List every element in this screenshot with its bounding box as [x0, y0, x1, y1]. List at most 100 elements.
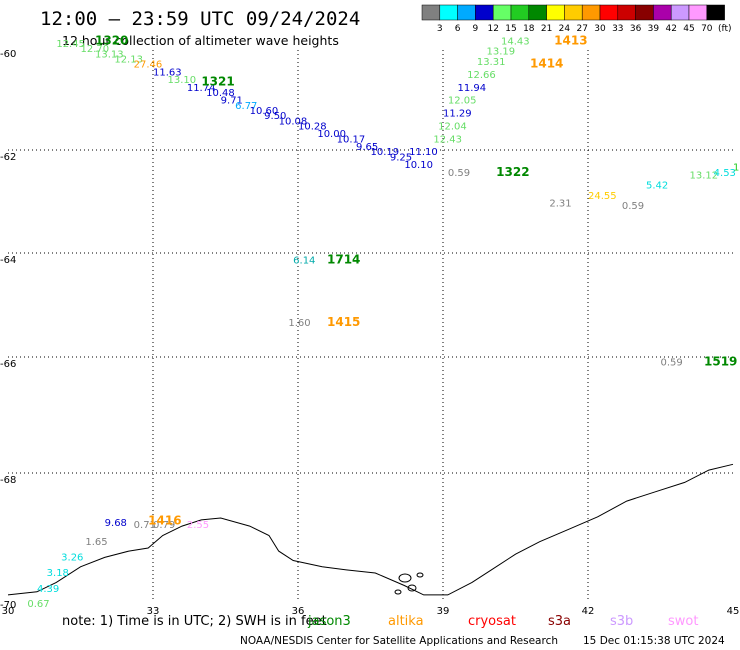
legend-unit: (ft)	[718, 24, 732, 34]
swh-value: 12.43	[433, 134, 462, 145]
swh-value: 0.71	[134, 520, 156, 531]
y-tick-label: -66	[0, 359, 16, 370]
legend-swatch	[635, 4, 654, 21]
pass-id-label: 1322	[496, 165, 529, 179]
credit-timestamp: 15 Dec 01:15:38 UTC 2024	[583, 635, 725, 647]
pass-id-label: 1519	[704, 355, 737, 369]
legend-swatch	[439, 4, 458, 21]
color-legend: 3 6 9 12 15 18 21 24 27 30 33 36 39 42 45 70 (ft)	[421, 4, 732, 34]
swh-value: 12.45	[56, 39, 85, 50]
y-tick-label: -64	[0, 255, 16, 266]
legend-swatch	[492, 4, 512, 21]
credit-org: NOAA/NESDIS Center for Satellite Applica…	[240, 635, 558, 647]
y-tick-label: -68	[0, 475, 16, 486]
swh-value: 10.19	[371, 147, 400, 158]
pass-id-label: 1714	[327, 252, 360, 266]
swh-value: 13.13	[95, 49, 124, 60]
swh-value: 11.94	[458, 83, 487, 94]
wave-height-observations: 12.4512.7013.1312.1327.4611.6313.1011.74…	[27, 36, 740, 610]
swh-value: 12.13	[114, 54, 143, 65]
legend-swatch	[688, 4, 708, 21]
pass-id-label: 1414	[530, 57, 563, 71]
swh-value: 13.12	[690, 170, 719, 181]
satellite-name: cryosat	[468, 614, 516, 629]
swh-value: 18.20	[733, 163, 740, 174]
swh-value: 3.26	[61, 553, 83, 564]
legend-swatch	[475, 4, 494, 21]
legend-label: 36	[630, 24, 642, 34]
legend-swatch	[653, 4, 672, 21]
swh-value: 11.10	[409, 147, 438, 158]
satellite-legend: jason3 altika cryosat s3a s3b swot	[307, 614, 698, 629]
legend-swatch	[564, 4, 583, 21]
swh-value: 0.59	[448, 168, 470, 179]
x-tick-label: 36	[292, 606, 305, 617]
swh-value: 9.68	[105, 518, 127, 529]
legend-label: 6	[455, 24, 461, 34]
swh-value: 10.08	[279, 116, 308, 127]
satellite-name: s3b	[610, 614, 633, 629]
swh-value: 9.71	[221, 96, 243, 107]
pass-id-label: 1321	[201, 75, 234, 89]
x-tick-label: 33	[147, 606, 160, 617]
legend-label: 21	[541, 24, 552, 34]
map-subtitle: 12 hour collection of altimeter wave hei…	[62, 33, 339, 48]
x-tick-label: 45	[727, 606, 740, 617]
swh-value: 10.48	[206, 88, 235, 99]
swh-value: 1.65	[85, 537, 107, 548]
swh-value: 4.39	[37, 584, 59, 595]
legend-label: 27	[576, 24, 587, 34]
legend-swatch	[457, 4, 476, 21]
swh-value: 11.74	[187, 83, 216, 94]
swh-value: 13.31	[477, 57, 506, 68]
swh-value: 13.10	[168, 75, 197, 86]
swh-value: 0.59	[622, 201, 644, 212]
footer-note: note: 1) Time is in UTC; 2) SWH is in fe…	[62, 614, 698, 629]
pass-id-label: 1415	[327, 315, 360, 329]
map-title: 12:00 – 23:59 UTC 09/24/2024	[40, 8, 360, 30]
axis-ticks: 30 33 36 39 42 45 -60 -62 -64 -66 -68 -70	[0, 49, 739, 617]
swh-value: 12.70	[81, 44, 110, 55]
legend-swatch	[421, 4, 441, 21]
pass-id-label: 1413	[554, 33, 587, 47]
legend-label: 42	[665, 24, 676, 34]
swh-value: 10.10	[404, 160, 433, 171]
swh-value: 2.55	[187, 520, 209, 531]
note-text: note: 1) Time is in UTC; 2) SWH is in fe…	[62, 614, 327, 629]
legend-swatch	[510, 4, 530, 21]
legend-swatch	[670, 4, 690, 21]
swh-value: 11.29	[443, 109, 472, 120]
legend-label: 70	[701, 24, 713, 34]
legend-swatch	[581, 4, 601, 21]
swh-value: 10.60	[250, 106, 279, 117]
y-tick-label: -60	[0, 49, 16, 60]
legend-label: 9	[473, 24, 479, 34]
swh-value: 3.18	[47, 568, 69, 579]
legend-swatch	[617, 4, 636, 21]
legend-swatch	[546, 4, 565, 21]
swh-value: 4.53	[714, 168, 736, 179]
swh-value: 0.67	[27, 599, 49, 610]
satellite-name: altika	[388, 614, 424, 629]
swh-value: 10.17	[337, 134, 366, 145]
x-tick-label: 42	[582, 606, 595, 617]
antarctic-coastline	[7, 463, 734, 596]
legend-label: 45	[683, 24, 694, 34]
legend-label: 33	[612, 24, 623, 34]
swh-value: 0.59	[661, 358, 683, 369]
satellite-name: jason3	[307, 614, 351, 629]
swh-value: 9.65	[356, 142, 378, 153]
swh-value: 11.63	[153, 67, 182, 78]
swh-value: 24.55	[588, 191, 617, 202]
legend-label: 39	[648, 24, 660, 34]
swh-value: 12.04	[438, 121, 467, 132]
swh-value: 1.60	[288, 318, 310, 329]
pass-id-label: 1320	[95, 33, 128, 47]
x-tick-label: 39	[437, 606, 450, 617]
legend-swatch	[706, 4, 725, 21]
lat-lon-grid	[8, 50, 733, 600]
y-tick-label: -62	[0, 152, 16, 163]
legend-label: 15	[505, 24, 516, 34]
swh-value: 14.43	[501, 36, 530, 47]
